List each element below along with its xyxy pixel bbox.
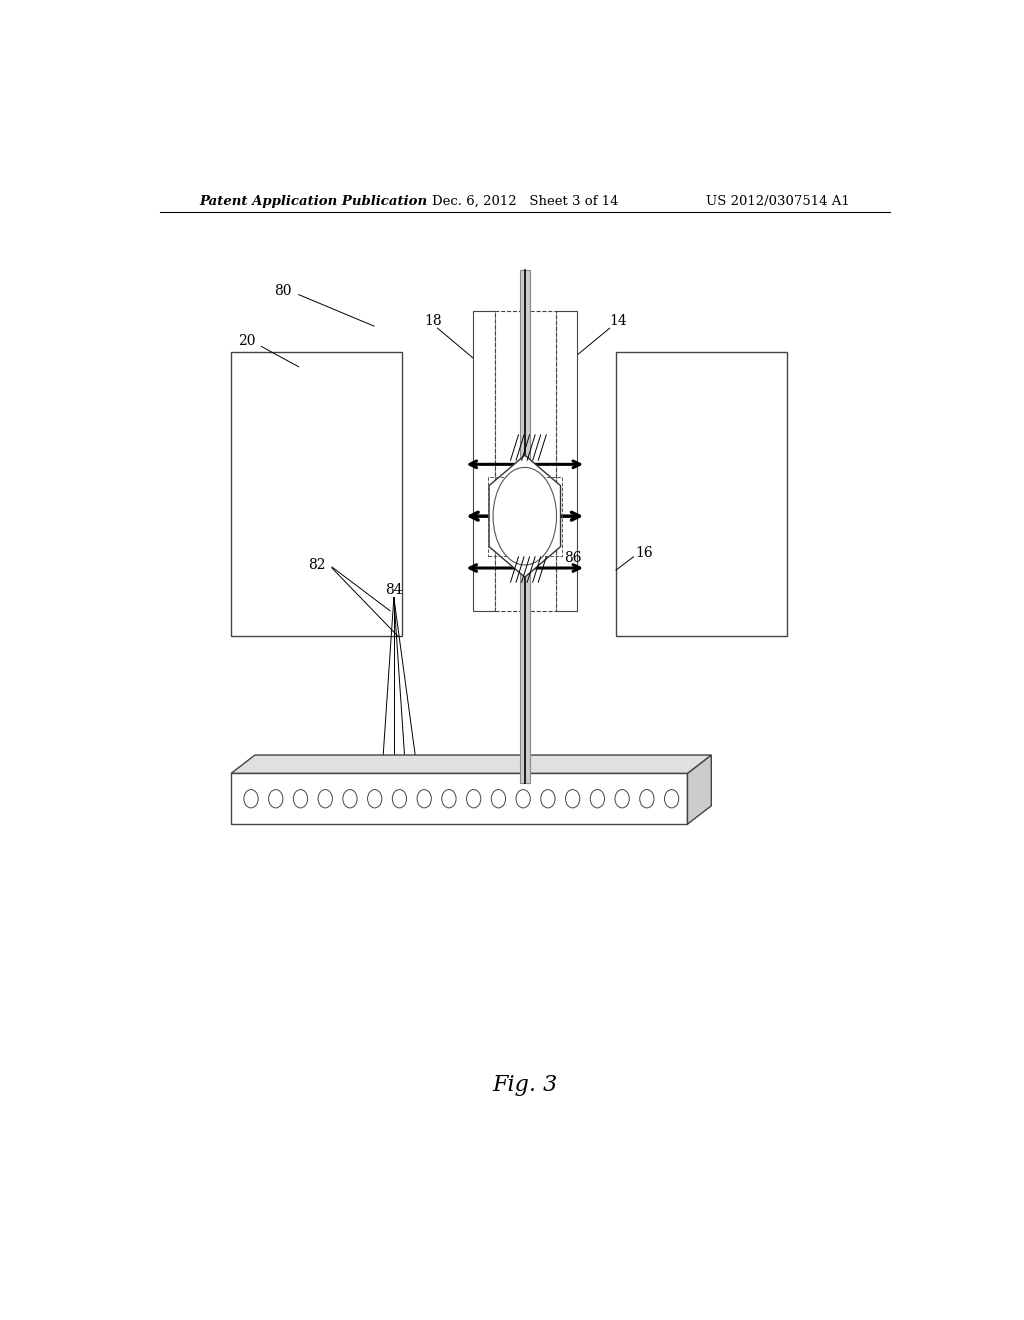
Bar — [495, 312, 556, 611]
Bar — [520, 271, 530, 784]
Circle shape — [467, 789, 481, 808]
Circle shape — [318, 789, 333, 808]
Circle shape — [516, 789, 530, 808]
Polygon shape — [687, 755, 712, 824]
Text: Fig. 3: Fig. 3 — [493, 1074, 557, 1097]
Bar — [231, 351, 401, 636]
Text: 18: 18 — [425, 314, 442, 329]
Circle shape — [368, 789, 382, 808]
Ellipse shape — [493, 467, 557, 565]
Text: 20: 20 — [239, 334, 256, 348]
Text: 86: 86 — [563, 550, 582, 565]
Circle shape — [441, 789, 456, 808]
Circle shape — [665, 789, 679, 808]
Polygon shape — [489, 455, 560, 577]
Bar — [487, 477, 562, 556]
Text: 84: 84 — [385, 583, 402, 598]
Text: US 2012/0307514 A1: US 2012/0307514 A1 — [707, 194, 850, 207]
Circle shape — [541, 789, 555, 808]
Polygon shape — [231, 755, 712, 774]
Bar — [556, 312, 578, 611]
Circle shape — [293, 789, 307, 808]
Bar — [520, 271, 530, 784]
Circle shape — [565, 789, 580, 808]
Bar — [473, 312, 495, 611]
Circle shape — [492, 789, 506, 808]
Circle shape — [268, 789, 283, 808]
Circle shape — [640, 789, 654, 808]
Text: 82: 82 — [308, 558, 326, 572]
Bar — [616, 351, 786, 636]
Circle shape — [244, 789, 258, 808]
Text: Patent Application Publication: Patent Application Publication — [200, 194, 428, 207]
Text: 14: 14 — [609, 314, 628, 329]
Text: 80: 80 — [274, 284, 292, 297]
Bar — [231, 774, 687, 824]
Text: 16: 16 — [635, 545, 652, 560]
Circle shape — [417, 789, 431, 808]
Circle shape — [343, 789, 357, 808]
Text: Dec. 6, 2012   Sheet 3 of 14: Dec. 6, 2012 Sheet 3 of 14 — [431, 194, 618, 207]
Circle shape — [615, 789, 630, 808]
Circle shape — [590, 789, 604, 808]
Circle shape — [392, 789, 407, 808]
